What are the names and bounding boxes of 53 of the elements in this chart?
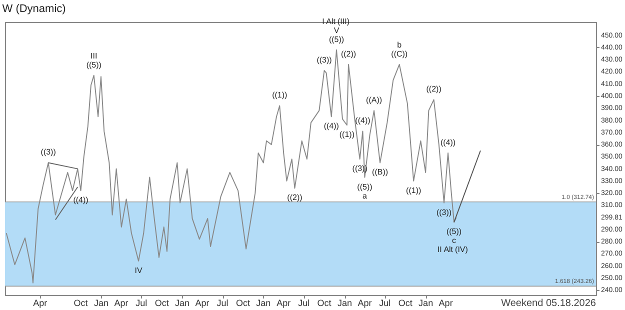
- annotation: c: [452, 236, 456, 246]
- annotation: ((3)): [352, 164, 368, 174]
- annotation: ((2)): [426, 84, 442, 94]
- x-tick-label: Jul: [136, 298, 148, 308]
- x-tick-label: Apr: [276, 298, 291, 308]
- chart-title: W (Dynamic): [2, 2, 66, 15]
- annotation: V: [334, 26, 340, 35]
- annotation: I Alt: [322, 16, 336, 26]
- x-tick-label: Apr: [438, 298, 453, 308]
- annotation: ((5)): [328, 34, 344, 44]
- text: Weekend 05.18.2026: [501, 298, 596, 309]
- annotation: ((3)): [436, 208, 452, 217]
- x-tick-label: Oct: [398, 298, 413, 308]
- x-tick-label: Jul: [216, 298, 228, 308]
- x-tick-label: Jan: [175, 298, 190, 308]
- annotation: ((5)): [86, 60, 102, 70]
- annotation: ((C)): [391, 49, 408, 58]
- annotation: ((4)): [73, 196, 89, 205]
- annotation: ((B)): [372, 168, 388, 177]
- annotation: (III): [337, 16, 350, 26]
- x-tick-label: Apr: [358, 298, 372, 308]
- annotation: ((5)): [446, 227, 462, 236]
- x-tick-label: Jan: [256, 298, 271, 308]
- annotation: ((2)): [287, 193, 303, 202]
- x-tick-label: Apr: [195, 298, 210, 308]
- annotation: ((4)): [355, 116, 371, 126]
- x-tick-label: Oct: [317, 298, 332, 308]
- annotation: ((4)): [440, 138, 456, 148]
- x-tick-label: Apr: [114, 298, 128, 308]
- annotation: b: [397, 40, 402, 50]
- x-tick-label: Jul: [379, 298, 391, 308]
- x-tick-label: Oct: [236, 298, 250, 308]
- annotation: a: [362, 191, 368, 200]
- annotation: ((3)): [316, 56, 332, 65]
- annotation: ((5)): [357, 182, 373, 192]
- annotation: ((1)): [406, 186, 422, 195]
- annotation: ((1)): [339, 130, 355, 140]
- annotation: IV: [134, 266, 143, 276]
- annotation: III: [90, 51, 98, 60]
- x-tick-label: Jan: [418, 298, 434, 308]
- annotation: (IV): [455, 245, 468, 254]
- annotation: ((2)): [340, 49, 356, 58]
- annotation: ((1)): [272, 90, 288, 100]
- annotation: ((A)): [366, 96, 382, 105]
- x-tick-label: Jan: [337, 298, 352, 308]
- x-tick-label: Oct: [154, 298, 170, 308]
- x-tick-label: Jul: [298, 298, 310, 308]
- annotation: ((3)): [40, 148, 56, 157]
- x-tick-label: Jan: [94, 298, 108, 308]
- x-tick-label: Oct: [74, 298, 88, 308]
- annotation: II Alt: [437, 245, 454, 254]
- x-tick-label: Apr: [33, 298, 48, 308]
- annotation: ((4)): [324, 122, 340, 131]
